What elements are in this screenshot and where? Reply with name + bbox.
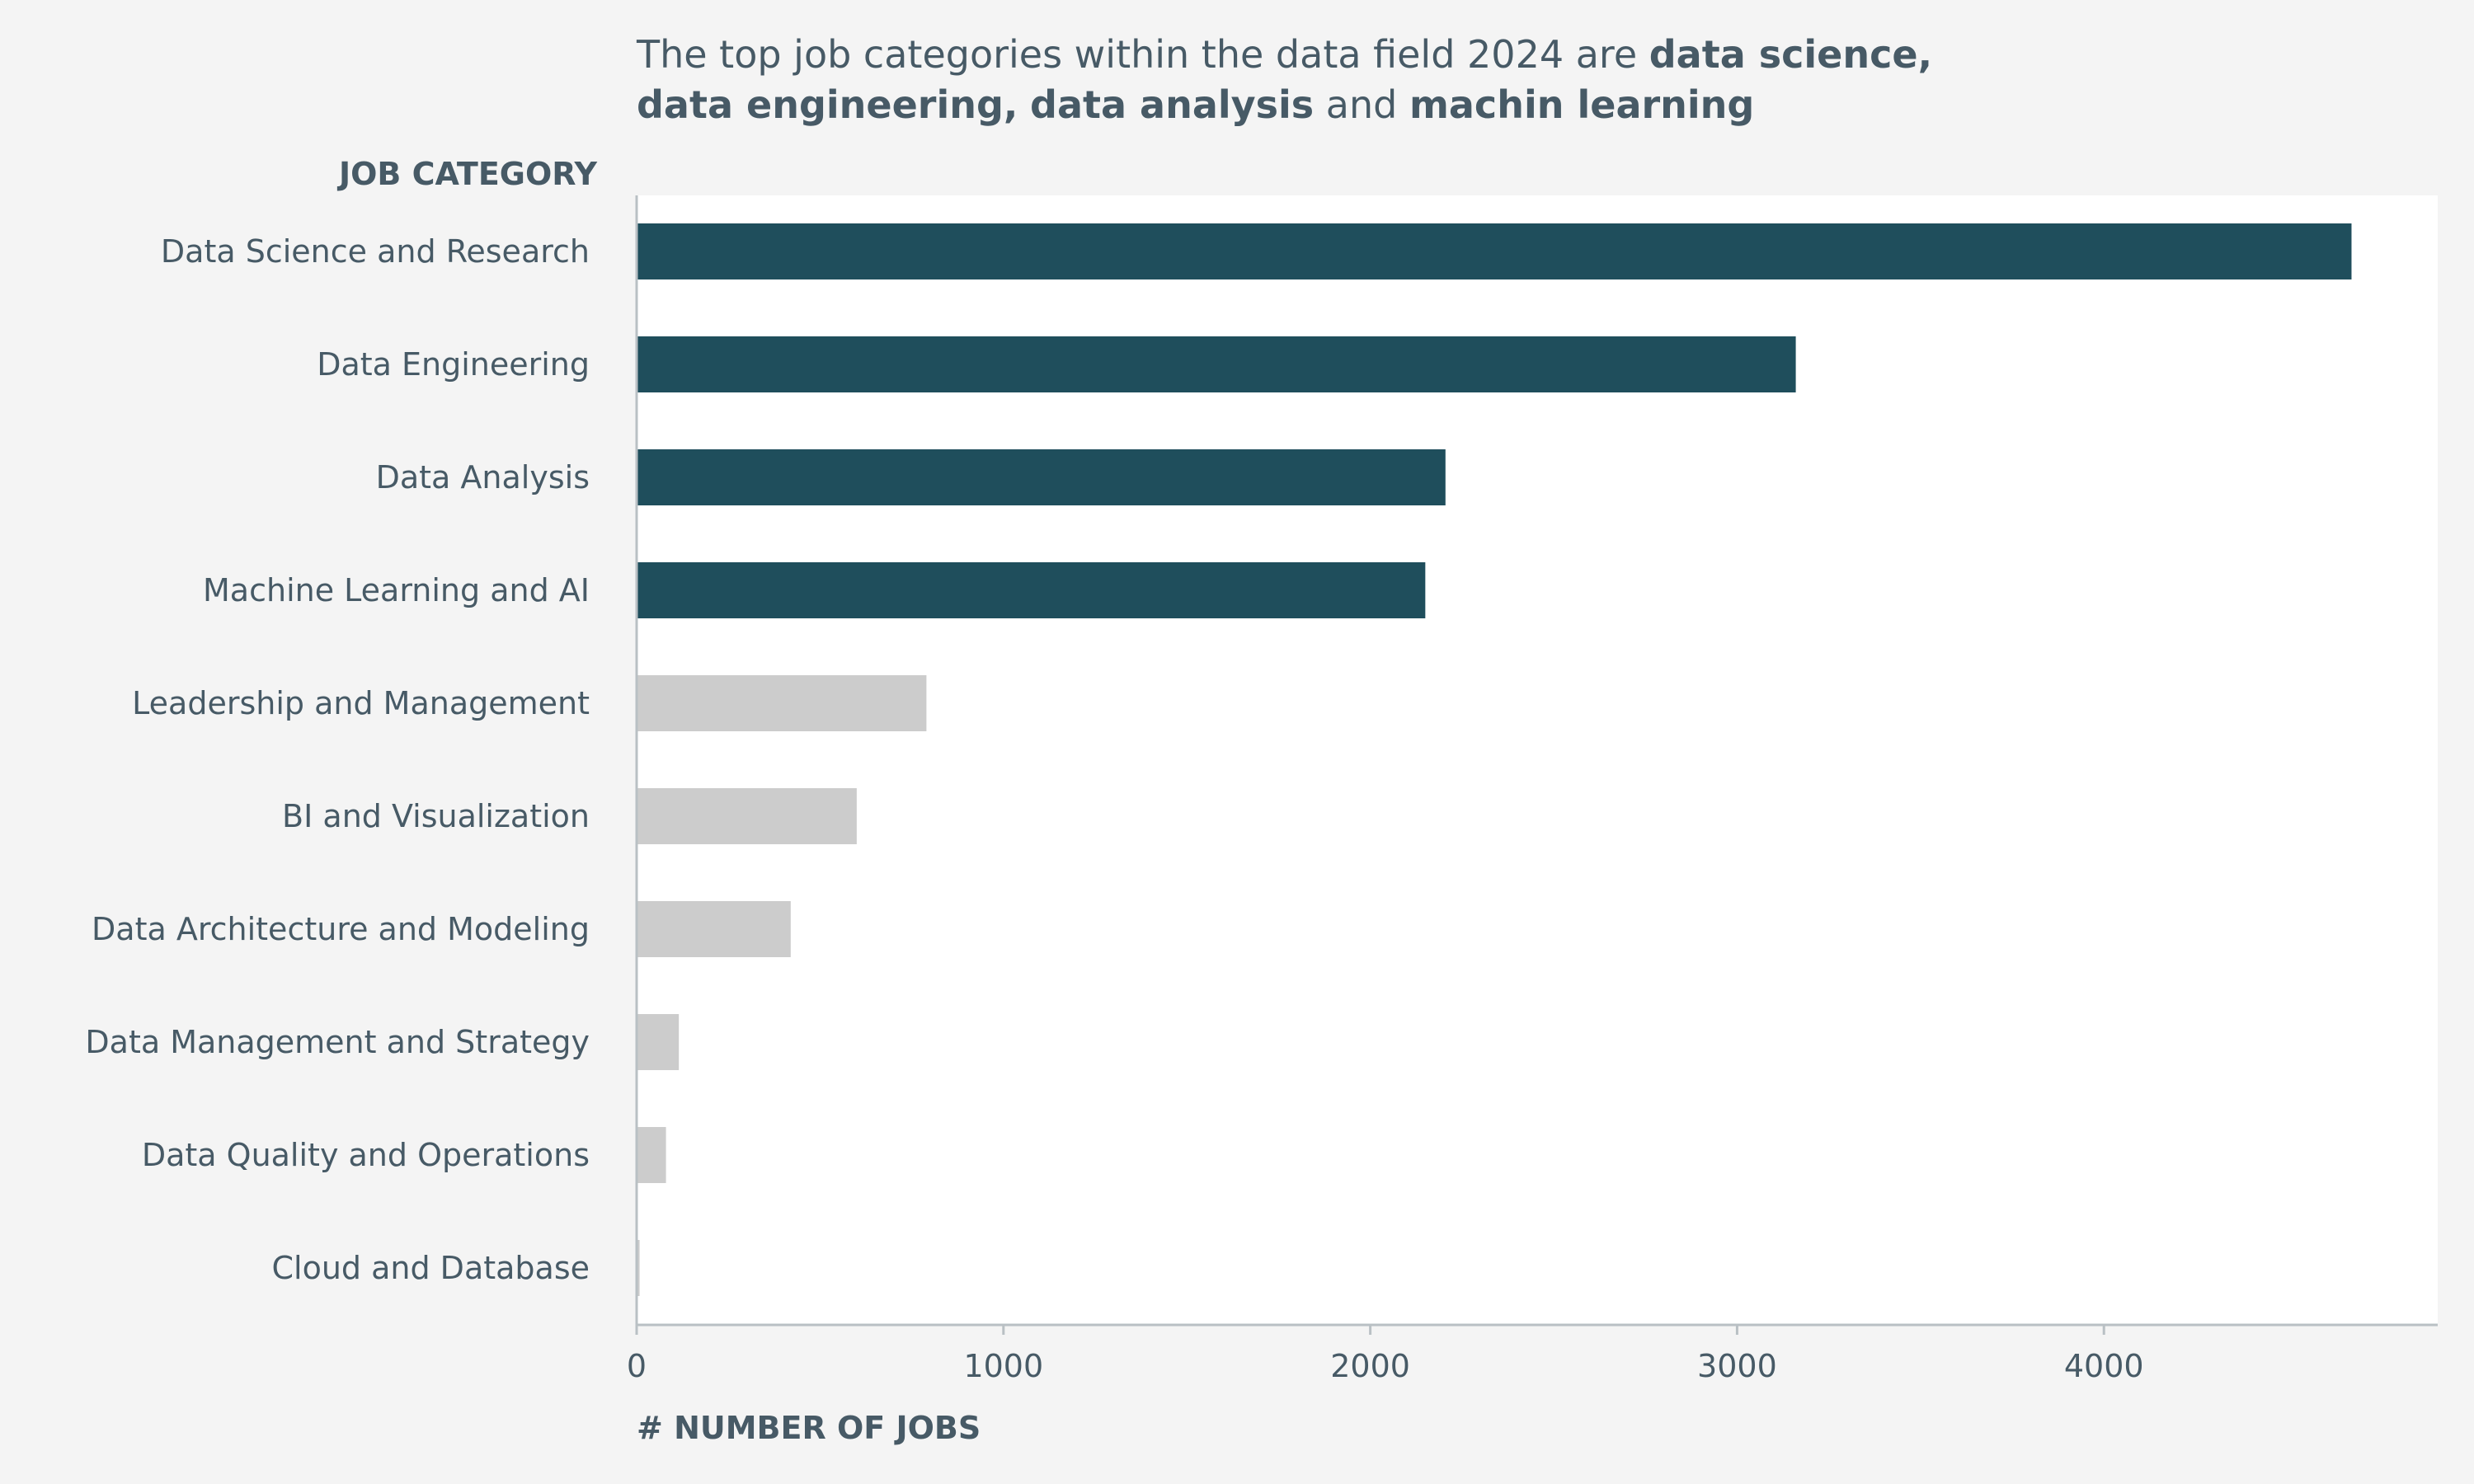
category-label: Leadership and Management xyxy=(132,685,590,721)
bar-bi-and-visualization xyxy=(637,788,857,844)
bar-data-quality-and-operations xyxy=(637,1127,666,1183)
category-label: Data Quality and Operations xyxy=(142,1137,590,1173)
x-ticks-group: 0 1000 2000 3000 4000 xyxy=(627,1325,2144,1384)
title-line2-bold-a: data engineering, xyxy=(637,82,1018,127)
x-tick-label: 4000 xyxy=(2064,1348,2144,1384)
category-label: BI and Visualization xyxy=(282,798,590,834)
title-line2-gap xyxy=(1018,82,1030,127)
category-labels-group: Data Science and Research Data Engineerin… xyxy=(85,233,590,1286)
title-line2-plain: and xyxy=(1314,82,1409,127)
bar-data-management-and-strategy xyxy=(637,1014,680,1070)
bar-data-architecture-and-modeling xyxy=(637,901,791,957)
bar-leadership-and-management xyxy=(637,675,927,731)
category-label: Data Management and Strategy xyxy=(85,1024,590,1060)
title-line1-bold: data science, xyxy=(1649,32,1932,77)
title-line2-bold-b: data analysis xyxy=(1030,82,1314,127)
x-tick-label: 3000 xyxy=(1697,1348,1777,1384)
x-tick-label: 0 xyxy=(627,1348,647,1384)
chart-title-line-2: data engineering, data analysis and mach… xyxy=(637,82,1754,127)
title-line2-bold-c: machin learning xyxy=(1409,82,1754,127)
x-tick-label: 2000 xyxy=(1330,1348,1410,1384)
x-tick-label: 1000 xyxy=(963,1348,1043,1384)
x-axis-title: # NUMBER OF JOBS xyxy=(637,1410,981,1446)
y-axis-title: JOB CATEGORY xyxy=(336,156,598,192)
bar-data-analysis xyxy=(637,449,1446,505)
title-line1-plain: The top job categories within the data f… xyxy=(636,32,1649,77)
bar-data-science-and-research xyxy=(637,223,2352,279)
category-label: Data Science and Research xyxy=(161,233,590,270)
category-label: Machine Learning and AI xyxy=(203,572,590,608)
bar-cloud-and-database xyxy=(637,1240,640,1296)
bars-group xyxy=(637,223,2352,1296)
bar-data-engineering xyxy=(637,336,1796,392)
bar-machine-learning-and-ai xyxy=(637,562,1426,618)
category-label: Data Analysis xyxy=(376,459,590,495)
category-label: Data Architecture and Modeling xyxy=(92,911,590,947)
category-label: Cloud and Database xyxy=(271,1250,590,1286)
chart-title-line-1: The top job categories within the data f… xyxy=(636,32,1932,77)
category-label: Data Engineering xyxy=(317,346,590,383)
